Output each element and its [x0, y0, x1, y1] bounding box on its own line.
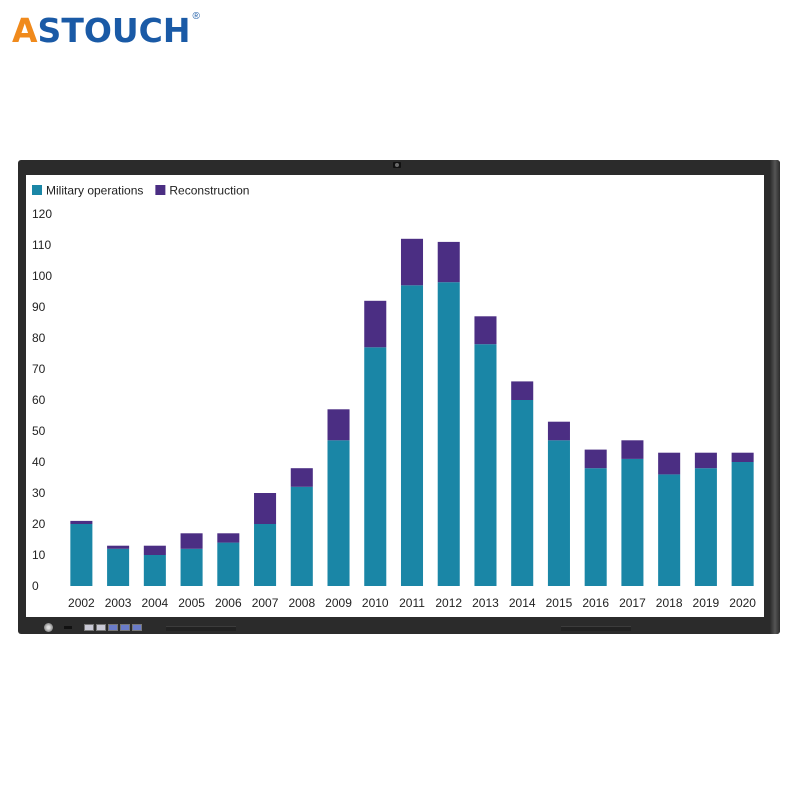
bar-reconstruction-2010 — [364, 300, 387, 348]
webcam-icon — [393, 162, 401, 168]
stacked-bar-chart: Military operations Reconstruction 0 10 20 3… — [32, 184, 756, 610]
right-speaker-grille — [561, 626, 631, 631]
y-tick-label: 120 — [32, 207, 52, 221]
bar-military-2019 — [694, 468, 717, 586]
bar-reconstruction-2009 — [327, 409, 350, 441]
legend-label-0: Military operations — [46, 184, 143, 198]
bar-military-2018 — [658, 474, 681, 586]
y-tick-label: 90 — [32, 300, 46, 314]
bar-military-2014 — [511, 400, 534, 586]
bar-military-2007 — [254, 524, 277, 586]
x-tick-label: 2003 — [105, 596, 132, 610]
x-tick-label: 2010 — [362, 596, 389, 610]
bar-military-2004 — [143, 555, 166, 586]
x-tick-label: 2004 — [141, 596, 168, 610]
bar-reconstruction-2008 — [290, 468, 313, 487]
y-tick-label: 30 — [32, 486, 46, 500]
logo-wordmark: STOUCH — [37, 11, 191, 50]
x-tick-label: 2012 — [435, 596, 462, 610]
y-tick-label: 10 — [32, 548, 46, 562]
bar-reconstruction-2004 — [143, 545, 166, 555]
x-tick-label: 2009 — [325, 596, 352, 610]
x-tick-label: 2006 — [215, 596, 242, 610]
brand-logo: A STOUCH ® — [12, 10, 200, 52]
bar-reconstruction-2012 — [437, 241, 460, 283]
x-tick-label: 2017 — [619, 596, 646, 610]
usb-port-icon[interactable] — [84, 624, 94, 631]
x-tick-label: 2020 — [729, 596, 756, 610]
y-tick-label: 100 — [32, 269, 52, 283]
chart-legend: Military operations Reconstruction — [32, 184, 249, 198]
bar-military-2012 — [437, 282, 460, 586]
legend-label-1: Reconstruction — [169, 184, 249, 198]
x-axis: 2002 2003 2004 2005 2006 2007 2008 2009 2010 2011… — [68, 596, 756, 610]
bar-military-2003 — [107, 548, 130, 586]
hdmi-port-icon[interactable] — [96, 624, 106, 631]
x-tick-label: 2008 — [288, 596, 315, 610]
x-tick-label: 2018 — [656, 596, 683, 610]
x-tick-label: 2011 — [399, 596, 425, 610]
left-speaker-grille — [166, 626, 236, 631]
bar-reconstruction-2018 — [658, 452, 681, 475]
x-tick-label: 2016 — [582, 596, 609, 610]
bar-reconstruction-2006 — [217, 533, 240, 543]
bar-reconstruction-2017 — [621, 440, 644, 459]
bar-military-2005 — [180, 548, 203, 586]
bar-reconstruction-2011 — [400, 238, 424, 286]
front-control-strip — [18, 620, 780, 634]
bar-military-2011 — [400, 285, 424, 586]
bar-military-2009 — [327, 440, 350, 586]
bar-reconstruction-2002 — [70, 520, 93, 524]
x-tick-label: 2013 — [472, 596, 499, 610]
bar-military-2017 — [621, 458, 644, 586]
bar-reconstruction-2003 — [107, 545, 130, 549]
bar-reconstruction-2020 — [731, 452, 754, 462]
y-tick-label: 50 — [32, 424, 46, 438]
bar-military-2015 — [547, 440, 570, 586]
logo-first-letter: A — [12, 11, 38, 50]
legend-swatch-0 — [32, 185, 42, 195]
bar-reconstruction-2016 — [584, 449, 607, 469]
x-tick-label: 2005 — [178, 596, 205, 610]
bar-military-2008 — [290, 486, 313, 586]
bar-military-2002 — [70, 524, 93, 586]
volume-button-icon[interactable] — [120, 624, 130, 631]
bar-reconstruction-2013 — [474, 316, 497, 345]
x-tick-label: 2015 — [546, 596, 573, 610]
menu-button-icon[interactable] — [108, 624, 118, 631]
y-tick-label: 0 — [32, 579, 39, 593]
display-screen: Military operations Reconstruction 0 10 20 3… — [26, 175, 764, 617]
legend-swatch-1 — [155, 185, 166, 195]
x-tick-label: 2007 — [252, 596, 279, 610]
bezel-sheen — [770, 160, 780, 634]
power-button-icon[interactable] — [44, 623, 53, 632]
bar-military-2010 — [364, 347, 387, 586]
bar-reconstruction-2019 — [694, 452, 717, 469]
ir-sensor-icon — [64, 626, 72, 629]
registered-mark: ® — [192, 11, 200, 22]
y-tick-label: 80 — [32, 331, 46, 345]
x-tick-label: 2019 — [693, 596, 720, 610]
bar-military-2020 — [731, 462, 754, 586]
bar-military-2016 — [584, 468, 607, 586]
y-tick-label: 20 — [32, 517, 46, 531]
bar-military-2006 — [217, 542, 240, 586]
y-tick-label: 110 — [32, 238, 51, 252]
x-tick-label: 2014 — [509, 596, 536, 610]
y-tick-label: 60 — [32, 393, 46, 407]
input-button-icon[interactable] — [132, 624, 142, 631]
x-tick-label: 2002 — [68, 596, 95, 610]
y-axis: 0 10 20 30 40 50 60 70 80 90 100 110 120 — [32, 207, 52, 593]
bar-military-2013 — [474, 344, 497, 586]
y-tick-label: 70 — [32, 362, 46, 376]
bar-reconstruction-2007 — [254, 493, 277, 524]
bar-group — [70, 238, 754, 586]
bar-reconstruction-2015 — [547, 421, 570, 441]
bar-reconstruction-2005 — [180, 533, 203, 549]
y-tick-label: 40 — [32, 455, 46, 469]
bar-reconstruction-2014 — [511, 381, 534, 400]
